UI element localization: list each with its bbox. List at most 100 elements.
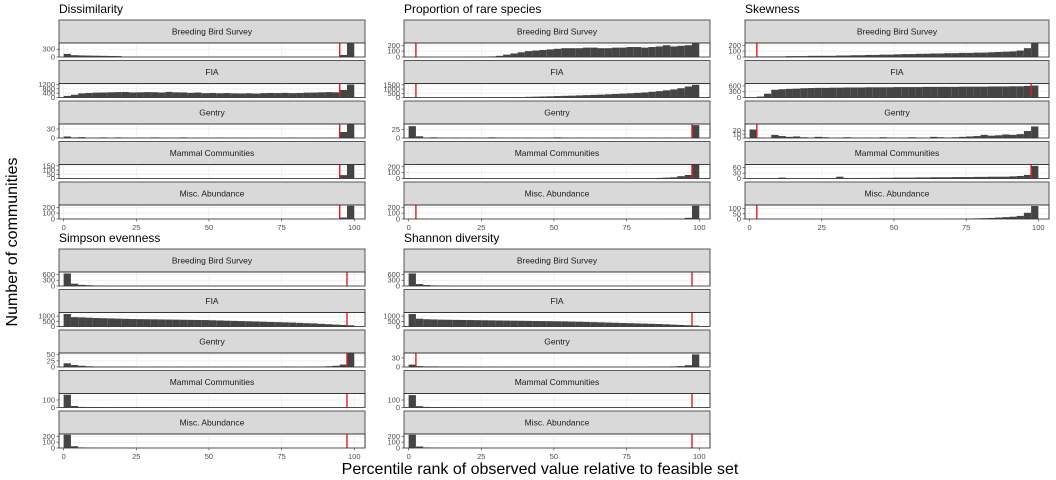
histogram-bar (995, 135, 1003, 138)
chart-group: Proportion of rare species Breeding Bird … (383, 2, 711, 232)
histogram-bar (785, 56, 793, 57)
histogram-bar (63, 273, 71, 286)
histogram-bar (568, 48, 576, 57)
histogram-bar (1009, 216, 1017, 219)
y-tick-label: 1000 (383, 312, 400, 321)
y-tick-label: 50 (733, 209, 741, 218)
histogram-bar (339, 364, 347, 367)
histogram-bar (346, 353, 355, 367)
y-tick-label: 0 (51, 322, 55, 331)
histogram-bar (1002, 176, 1010, 179)
histogram-bar (568, 95, 576, 98)
y-tick-label: 0 (737, 93, 741, 102)
histogram-bar (296, 322, 304, 327)
facet-panel (403, 352, 711, 368)
histogram-bar (1016, 134, 1024, 138)
histogram-bar (415, 136, 424, 138)
histogram-bar (274, 322, 282, 327)
histogram-bar (437, 319, 445, 327)
histogram-bar (107, 92, 115, 98)
histogram-bar (995, 52, 1003, 57)
histogram-bar (958, 177, 967, 179)
histogram-bar (958, 136, 967, 138)
y-tick-label: 0 (396, 403, 400, 412)
histogram-bar (655, 46, 663, 57)
y-tick-label: 100 (42, 438, 55, 447)
chart-title: Simpson evenness (59, 231, 160, 245)
histogram-bar (800, 56, 808, 57)
histogram-bar (259, 321, 268, 327)
histogram-bar (843, 55, 851, 57)
histogram-bar (792, 56, 801, 57)
y-tick-label: 100 (387, 209, 400, 218)
histogram-bar (973, 86, 981, 98)
histogram-bar (129, 92, 137, 98)
histogram-bar (517, 320, 525, 327)
histogram-bar (785, 88, 793, 98)
histogram-bar (684, 217, 692, 219)
histogram-bar (339, 217, 347, 219)
histogram-bar (339, 175, 347, 179)
histogram-bar (995, 86, 1003, 98)
y-tick-label: 100 (387, 168, 400, 177)
facet: Gentry 025 (392, 100, 711, 143)
facet-panel (744, 204, 1050, 220)
histogram-bar (987, 217, 996, 219)
histogram-bar (223, 320, 231, 327)
facet-border (744, 204, 1050, 220)
histogram-bar (785, 136, 793, 138)
histogram-bar (995, 217, 1003, 219)
y-tick-label: 1000 (383, 85, 400, 94)
facet-label: Gentry (884, 108, 910, 118)
x-tick-label: 100 (1032, 223, 1045, 232)
histogram-bar (70, 365, 79, 367)
histogram-bar (129, 319, 137, 327)
histogram-bar (951, 86, 959, 98)
histogram-bar (944, 177, 952, 179)
histogram-bar (452, 319, 460, 327)
histogram-bar (466, 320, 475, 327)
y-tick-label: 100 (387, 438, 400, 447)
histogram-bar (423, 285, 431, 286)
histogram-bar (583, 95, 591, 98)
histogram-bar (517, 52, 525, 57)
histogram-bar (114, 56, 122, 57)
histogram-bar (1031, 165, 1039, 179)
facet-label: FIA (205, 67, 219, 77)
y-tick-label: 600 (387, 270, 400, 279)
histogram-bar (481, 320, 489, 327)
histogram-bar (807, 55, 815, 57)
histogram-bar (430, 319, 438, 327)
histogram-bar (208, 320, 217, 327)
histogram-bar (922, 177, 931, 179)
histogram-bar (1009, 134, 1017, 138)
histogram-bar (1002, 134, 1010, 138)
histogram-bar (288, 322, 297, 327)
y-tick-label: 0 (51, 134, 55, 143)
y-tick-label: 1000 (38, 312, 55, 321)
histogram-bar (966, 52, 974, 57)
histogram-bar (915, 87, 923, 98)
histogram-bar (539, 321, 547, 327)
facet-border (58, 312, 366, 327)
facet-label: Mammal Communities (855, 148, 940, 158)
histogram-bar (238, 93, 246, 98)
histogram-bar (800, 88, 808, 98)
histogram-bar (78, 284, 86, 286)
histogram-bar (879, 87, 887, 98)
chart-title: Shannon diversity (404, 231, 499, 245)
facet-border (58, 83, 366, 98)
histogram-bar (281, 92, 289, 98)
histogram-bar (1009, 176, 1017, 179)
histogram-bar (121, 91, 130, 98)
y-tick-label: 0 (51, 174, 55, 183)
histogram-bar (114, 318, 122, 327)
histogram-bar (908, 177, 916, 179)
histogram-bar (1031, 126, 1039, 138)
histogram-bar (973, 176, 981, 179)
